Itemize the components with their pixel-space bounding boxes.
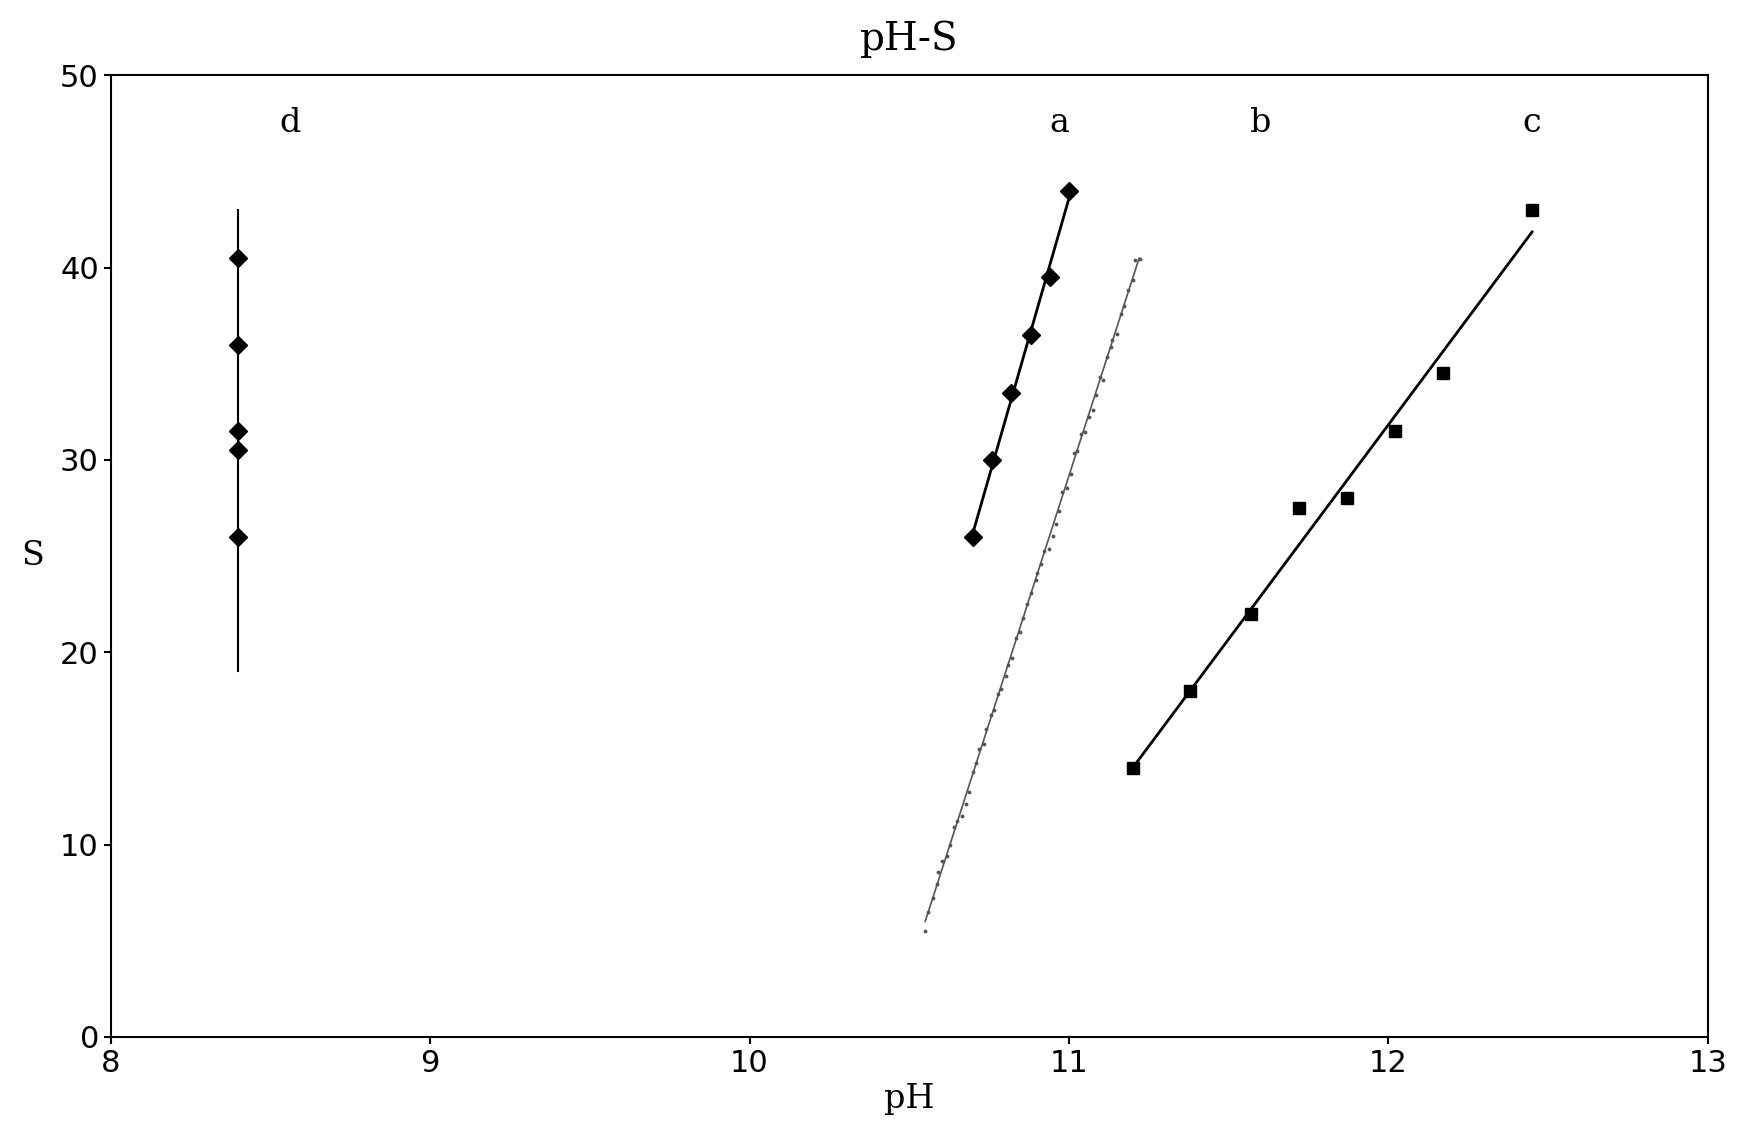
Text: d: d bbox=[280, 108, 301, 140]
Y-axis label: S: S bbox=[21, 540, 44, 573]
Text: a: a bbox=[1049, 108, 1070, 140]
X-axis label: pH: pH bbox=[884, 1083, 935, 1116]
Text: c: c bbox=[1523, 108, 1542, 140]
Text: b: b bbox=[1250, 108, 1271, 140]
Title: pH-S: pH-S bbox=[860, 20, 958, 58]
